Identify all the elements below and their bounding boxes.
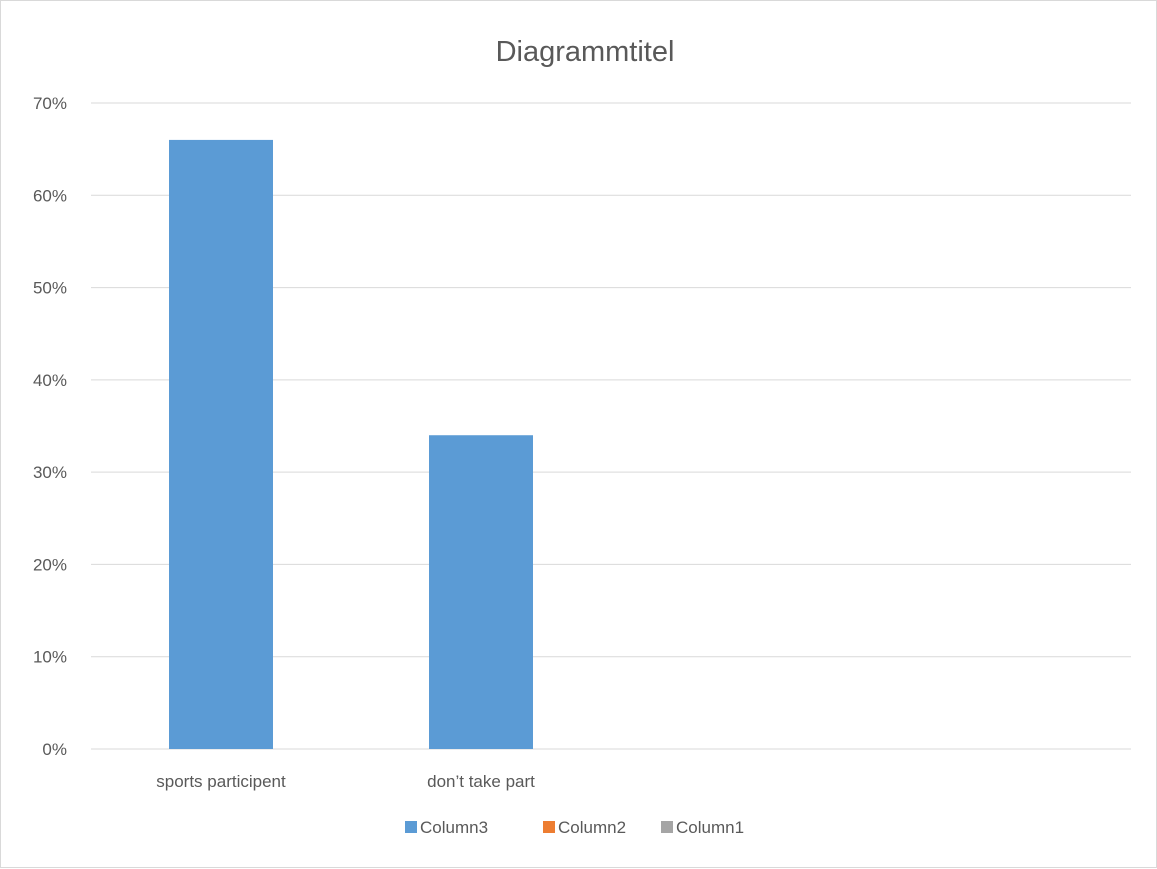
x-axis-tick-labels: sports participent don’t take part	[156, 772, 535, 791]
legend-label: Column1	[676, 818, 744, 837]
x-tick-label: don’t take part	[427, 772, 535, 791]
y-axis-tick-labels: 0% 10% 20% 30% 40% 50% 60% 70%	[33, 94, 67, 759]
y-tick-label: 0%	[42, 740, 67, 759]
bar	[169, 139, 273, 749]
y-tick-label: 60%	[33, 186, 67, 205]
x-tick-label: sports participent	[156, 772, 286, 791]
legend-label: Column3	[420, 818, 488, 837]
bars	[169, 139, 533, 749]
legend-label: Column2	[558, 818, 626, 837]
y-tick-label: 70%	[33, 94, 67, 113]
y-tick-label: 20%	[33, 555, 67, 574]
legend-swatch	[543, 821, 555, 833]
y-tick-label: 30%	[33, 463, 67, 482]
legend-swatch	[661, 821, 673, 833]
y-tick-label: 50%	[33, 279, 67, 298]
y-tick-label: 40%	[33, 371, 67, 390]
legend-swatch	[405, 821, 417, 833]
legend: Column3 Column2 Column1	[405, 818, 744, 837]
y-tick-label: 10%	[33, 648, 67, 667]
bar	[429, 435, 533, 749]
chart-title: Diagrammtitel	[496, 36, 675, 68]
